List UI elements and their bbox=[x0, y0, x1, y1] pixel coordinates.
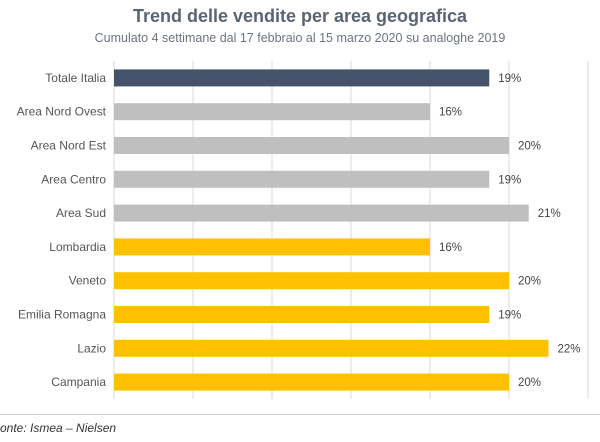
category-label: Area Nord Est bbox=[31, 139, 107, 153]
category-label: Lombardia bbox=[49, 240, 106, 254]
category-label: Emilia Romagna bbox=[18, 308, 106, 322]
value-label: 16% bbox=[439, 107, 462, 119]
bar bbox=[114, 69, 490, 87]
value-label: 20% bbox=[518, 276, 541, 288]
value-label: 19% bbox=[498, 73, 521, 85]
value-label: 16% bbox=[439, 242, 462, 254]
bar bbox=[114, 137, 509, 154]
value-label: 22% bbox=[558, 343, 581, 355]
footer-divider bbox=[0, 414, 600, 415]
value-label: 20% bbox=[518, 141, 541, 153]
bar bbox=[114, 272, 509, 290]
bar bbox=[114, 204, 529, 222]
category-label: Campania bbox=[51, 375, 106, 389]
value-label: 19% bbox=[498, 174, 521, 186]
bar bbox=[114, 103, 430, 121]
chart-title: Trend delle vendite per area geografica bbox=[132, 6, 468, 26]
bar bbox=[114, 339, 549, 357]
bar bbox=[114, 170, 490, 188]
bar bbox=[114, 373, 509, 391]
chart-subtitle: Cumulato 4 settimane dal 17 febbraio al … bbox=[94, 31, 506, 45]
value-label: 19% bbox=[498, 310, 521, 322]
bar bbox=[114, 306, 490, 323]
category-label: Veneto bbox=[69, 274, 107, 288]
category-label: Area Nord Ovest bbox=[17, 105, 107, 119]
category-label: Area Centro bbox=[41, 172, 106, 186]
category-label: Area Sud bbox=[56, 206, 106, 220]
category-label: Lazio bbox=[77, 341, 106, 355]
value-label: 20% bbox=[518, 377, 541, 389]
bar bbox=[114, 238, 430, 256]
category-label: Totale Italia bbox=[45, 71, 106, 85]
value-label: 21% bbox=[538, 208, 561, 220]
source-note: onte: Ismea – Nielsen bbox=[0, 421, 117, 435]
